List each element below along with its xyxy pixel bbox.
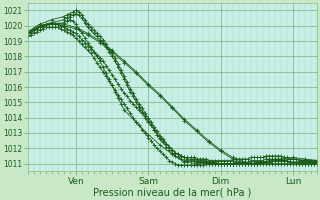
- X-axis label: Pression niveau de la mer( hPa ): Pression niveau de la mer( hPa ): [93, 187, 252, 197]
